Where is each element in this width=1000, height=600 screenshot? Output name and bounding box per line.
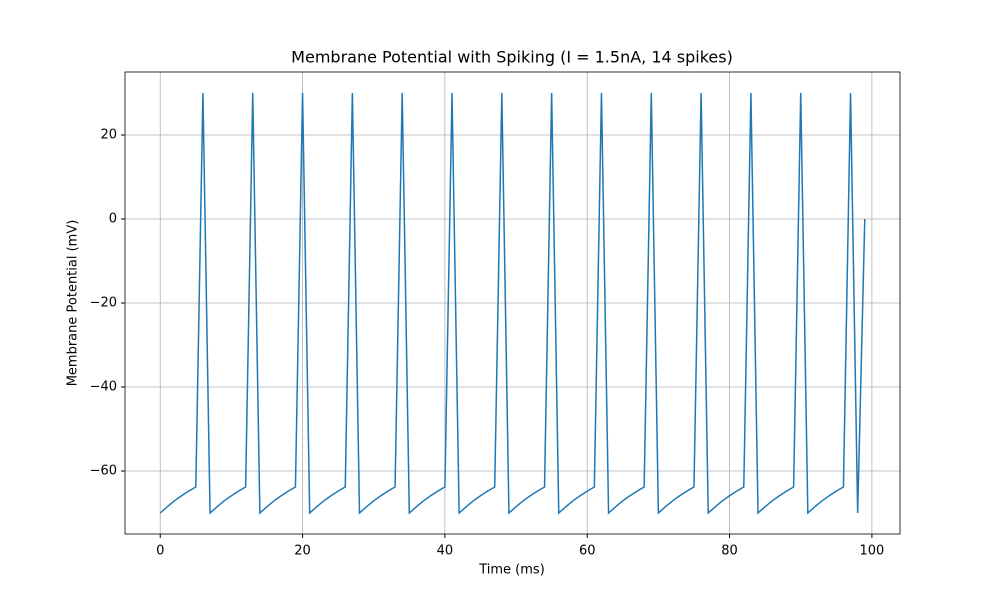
y-tick-label: 0 [109,212,117,227]
y-tick-label: 20 [100,128,117,143]
y-tick-label: −40 [90,380,117,395]
x-tick-label: 60 [579,544,596,559]
y-tick-label: −60 [90,464,117,479]
x-axis-label: Time (ms) [478,563,545,578]
y-axis-label: Membrane Potential (mV) [66,220,81,387]
plot-frame [124,71,901,535]
x-tick-label: 20 [294,544,311,559]
x-tick-label: 80 [721,544,738,559]
y-tick-label: −20 [90,296,117,311]
x-tick-label: 40 [437,544,454,559]
series-line [159,92,866,515]
chart-title: Membrane Potential with Spiking (I = 1.5… [291,48,733,67]
x-tick-label: 0 [156,544,164,559]
x-tick-label: 100 [859,544,884,559]
